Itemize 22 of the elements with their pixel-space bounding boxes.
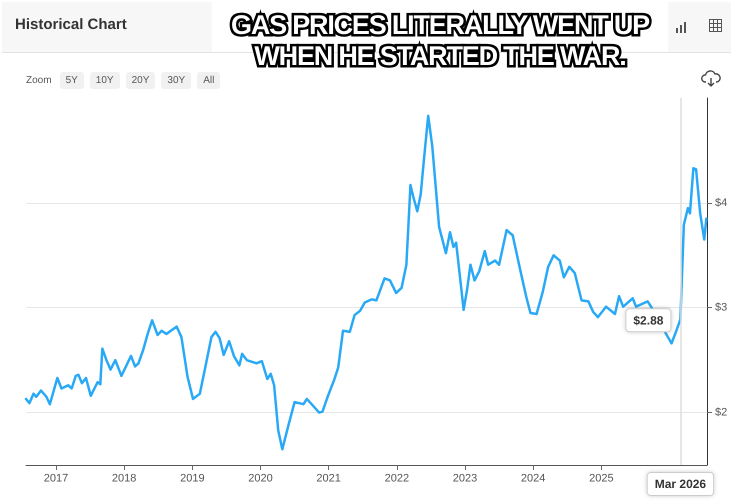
x-tick-label: 2023 — [452, 472, 478, 484]
x-tick-label: 2025 — [589, 472, 614, 484]
chart-subtitle: GAS PRICES LITERALLY WENT UP WHEN HE STARTED THE WAR. — [228, 10, 653, 72]
text: 20Y — [126, 72, 156, 89]
chart-title: Historical Chart — [15, 16, 127, 33]
x-tick-label: 2021 — [316, 472, 341, 484]
text: Zoom — [26, 75, 52, 86]
text: 10Y — [90, 72, 120, 89]
y-tick-label: $2 — [715, 406, 728, 419]
ref-line-label: Mar 2026 — [654, 477, 706, 491]
text: 30Y — [161, 72, 192, 89]
x-tick-label: 2018 — [112, 472, 136, 484]
text: All — [197, 72, 220, 89]
x-tick-label: 2020 — [248, 472, 273, 484]
x-tick-label: 2022 — [384, 472, 410, 484]
x-tick-label: 2019 — [180, 472, 205, 484]
x-tick-label: 2017 — [44, 472, 68, 484]
x-tick-label: 2024 — [520, 472, 546, 484]
y-tick-label: $4 — [715, 196, 728, 209]
text: 5Y — [60, 72, 84, 89]
y-tick-label: $3 — [715, 302, 728, 314]
annotation: $2.88 — [633, 313, 664, 328]
